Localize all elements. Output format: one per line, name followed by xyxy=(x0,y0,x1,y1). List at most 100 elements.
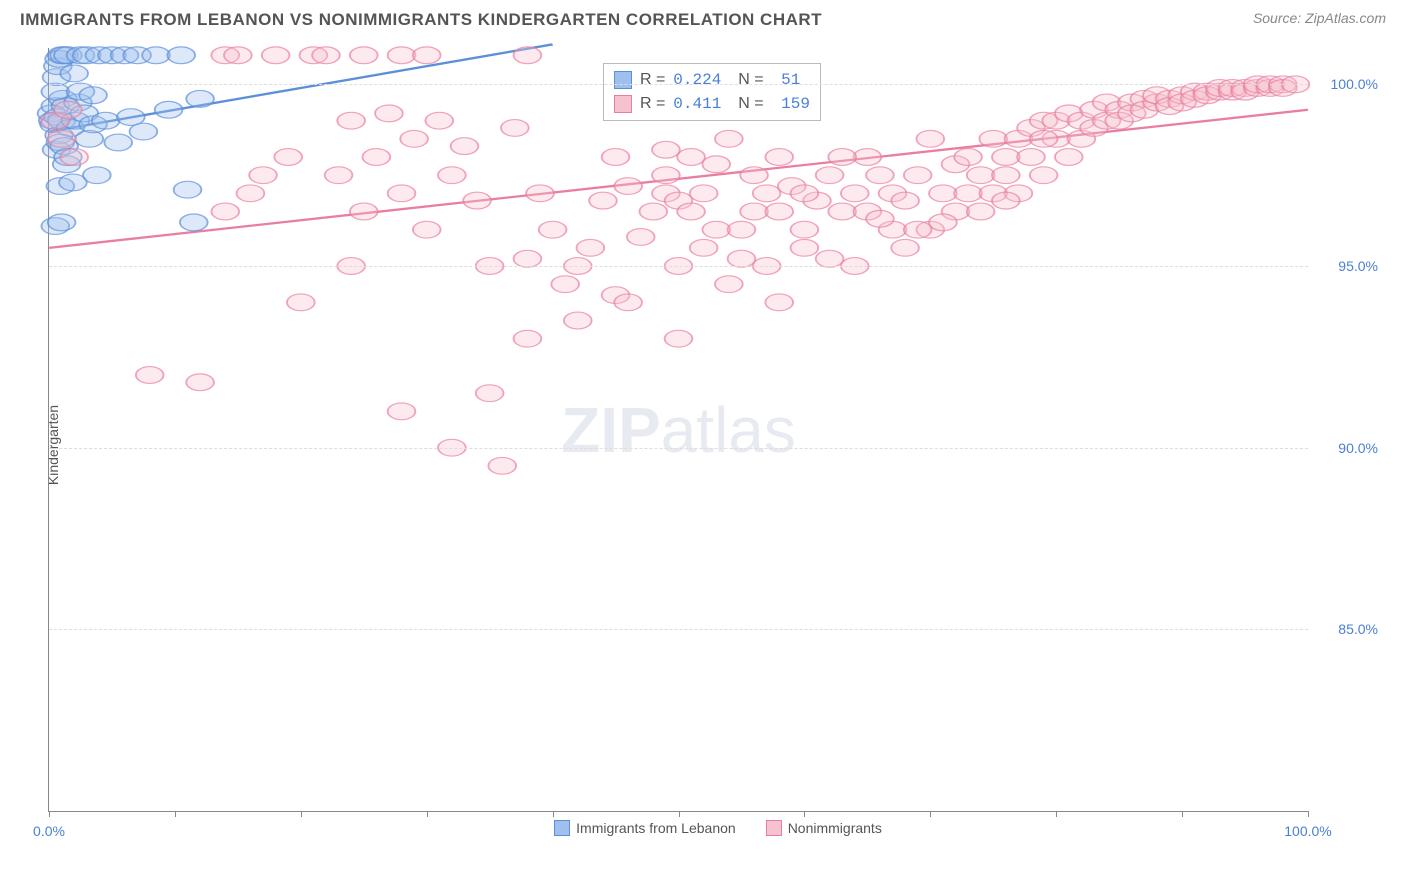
data-point xyxy=(425,112,453,129)
gridline-h xyxy=(49,629,1308,630)
stats-n-label: N = xyxy=(729,92,763,116)
x-tick xyxy=(427,811,428,817)
data-point xyxy=(765,294,793,311)
data-point xyxy=(702,221,730,238)
data-point xyxy=(929,214,957,231)
data-point xyxy=(690,239,718,256)
x-tick xyxy=(49,811,50,817)
data-point xyxy=(954,185,982,202)
data-point xyxy=(967,203,995,220)
legend-swatch xyxy=(554,820,570,836)
data-point xyxy=(1030,167,1058,184)
data-point xyxy=(155,101,183,118)
data-point xyxy=(211,203,239,220)
data-point xyxy=(362,149,390,166)
x-tick xyxy=(301,811,302,817)
data-point xyxy=(501,120,529,137)
gridline-h xyxy=(49,448,1308,449)
data-point xyxy=(526,185,554,202)
data-point xyxy=(564,312,592,329)
data-point xyxy=(992,167,1020,184)
data-point xyxy=(841,185,869,202)
data-point xyxy=(274,149,302,166)
data-point xyxy=(954,149,982,166)
data-point xyxy=(639,203,667,220)
data-point xyxy=(816,167,844,184)
data-point xyxy=(488,457,516,474)
gridline-h xyxy=(49,266,1308,267)
data-point xyxy=(791,239,819,256)
data-point xyxy=(325,167,353,184)
data-point xyxy=(174,181,202,198)
legend-swatch xyxy=(766,820,782,836)
data-point xyxy=(614,178,642,195)
x-tick xyxy=(679,811,680,817)
x-tick xyxy=(930,811,931,817)
data-point xyxy=(929,185,957,202)
stats-box: R =0.224 N = 51R =0.411 N = 159 xyxy=(603,63,821,121)
data-point xyxy=(1017,149,1045,166)
data-point xyxy=(60,65,88,82)
data-point xyxy=(854,149,882,166)
data-point xyxy=(413,47,441,64)
legend-label: Immigrants from Lebanon xyxy=(576,820,736,836)
data-point xyxy=(451,138,479,155)
x-tick xyxy=(1182,811,1183,817)
scatter-points-layer xyxy=(49,48,1308,811)
data-point xyxy=(83,167,111,184)
data-point xyxy=(388,47,416,64)
stats-r-label: R = xyxy=(640,92,665,116)
data-point xyxy=(577,239,605,256)
chart-container: Kindergarten ZIPatlas R =0.224 N = 51R =… xyxy=(48,48,1388,842)
data-point xyxy=(715,276,743,293)
gridline-h xyxy=(49,84,1308,85)
data-point xyxy=(350,47,378,64)
stats-r-label: R = xyxy=(640,68,665,92)
x-tick xyxy=(804,811,805,817)
data-point xyxy=(48,130,76,147)
data-point xyxy=(375,105,403,122)
data-point xyxy=(791,185,819,202)
chart-header: IMMIGRANTS FROM LEBANON VS NONIMMIGRANTS… xyxy=(0,0,1406,35)
data-point xyxy=(514,47,542,64)
data-point xyxy=(1030,130,1058,147)
plot-area: ZIPatlas R =0.224 N = 51R =0.411 N = 159… xyxy=(48,48,1308,812)
y-tick-label: 90.0% xyxy=(1338,440,1378,456)
data-point xyxy=(79,87,107,104)
data-point xyxy=(551,276,579,293)
stats-swatch xyxy=(614,71,632,89)
data-point xyxy=(677,149,705,166)
data-point xyxy=(249,167,277,184)
data-point xyxy=(287,294,315,311)
data-point xyxy=(904,167,932,184)
data-point xyxy=(130,123,158,140)
data-point xyxy=(979,130,1007,147)
data-point xyxy=(740,203,768,220)
y-tick-label: 100.0% xyxy=(1331,76,1378,92)
data-point xyxy=(589,192,617,209)
data-point xyxy=(652,141,680,158)
data-point xyxy=(413,221,441,238)
data-point xyxy=(438,167,466,184)
data-point xyxy=(992,149,1020,166)
data-point xyxy=(614,294,642,311)
y-tick-label: 95.0% xyxy=(1338,258,1378,274)
data-point xyxy=(677,203,705,220)
data-point xyxy=(180,214,208,231)
data-point xyxy=(463,192,491,209)
data-point xyxy=(92,112,120,129)
data-point xyxy=(652,167,680,184)
data-point xyxy=(104,134,132,151)
stats-n-label: N = xyxy=(729,68,763,92)
data-point xyxy=(54,101,82,118)
data-point xyxy=(476,385,504,402)
legend-item: Immigrants from Lebanon xyxy=(554,820,736,836)
stats-row: R =0.224 N = 51 xyxy=(614,68,810,92)
data-point xyxy=(388,185,416,202)
bottom-legend: Immigrants from LebanonNonimmigrants xyxy=(48,820,1388,836)
data-point xyxy=(186,90,214,107)
data-point xyxy=(627,229,655,246)
data-point xyxy=(740,167,768,184)
data-point xyxy=(186,374,214,391)
data-point xyxy=(904,221,932,238)
